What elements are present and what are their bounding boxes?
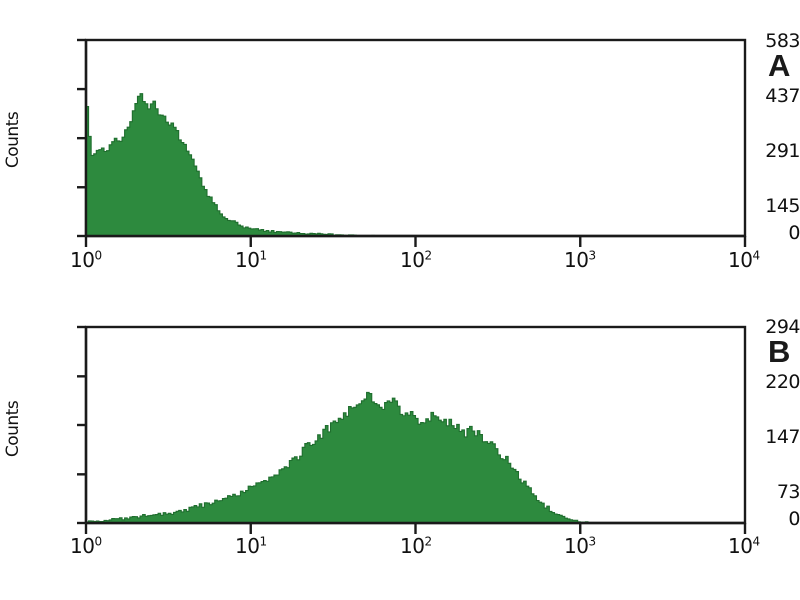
panel-a-y-tick-291: 291: [765, 140, 800, 162]
panel-b-letter: B: [768, 334, 791, 369]
panel-a-x-tick-1e1: 101: [235, 248, 267, 272]
panel-b-x-tick-1e2-mantissa: 10: [400, 534, 425, 558]
panel-a-x-tick-1e3: 103: [564, 248, 596, 272]
panel-b-x-tick-1e2: 102: [400, 534, 432, 558]
panel-b-x-tick-1e0-exponent: 0: [94, 534, 102, 549]
panel-a-y-tick-0: 0: [788, 222, 800, 244]
panel-b-y-tick-73: 73: [776, 481, 800, 503]
panel-b-x-tick-1e3-exponent: 3: [588, 534, 596, 549]
panel-a-x-tick-1e4-exponent: 4: [752, 248, 760, 263]
panel-b-y-tick-147: 147: [765, 426, 800, 448]
histogram-panel-b: Counts 294 220 147 73 0 100 101 102 103 …: [0, 287, 800, 587]
panel-a-plot-area: [77, 38, 747, 247]
panel-a-x-tick-1e1-mantissa: 10: [235, 248, 260, 272]
panel-b-y-tick-0: 0: [788, 508, 800, 530]
panel-a-letter: A: [768, 48, 791, 83]
panel-a-x-tick-1e4: 104: [728, 248, 760, 272]
panel-a-y-tick-145: 145: [765, 195, 800, 217]
panel-a-x-tick-1e0-mantissa: 10: [70, 248, 95, 272]
panel-a-x-tick-1e2: 102: [400, 248, 432, 272]
panel-a-x-tick-1e2-mantissa: 10: [400, 248, 425, 272]
panel-b-x-tick-1e1-mantissa: 10: [235, 534, 260, 558]
panel-b-x-tick-1e2-exponent: 2: [424, 534, 432, 549]
panel-a-histogram-trace: [85, 93, 745, 237]
panel-a-x-tick-1e0: 100: [70, 248, 102, 272]
histogram-panel-a: Counts 583 437 291 145 0 100 101 102 103…: [3, 30, 800, 272]
panel-b-y-tick-220: 220: [765, 371, 800, 393]
panel-a-x-tick-1e1-exponent: 1: [259, 248, 267, 263]
panel-b-x-tick-1e0-mantissa: 10: [70, 534, 95, 558]
panel-b-x-tick-1e4-mantissa: 10: [728, 534, 753, 558]
panel-b-x-tick-1e4: 104: [728, 534, 760, 558]
panel-b-histogram-trace: [85, 391, 745, 524]
panel-a-y-tick-437: 437: [765, 85, 800, 107]
panel-b-x-tick-1e4-exponent: 4: [752, 534, 760, 549]
panel-a-x-tick-1e3-exponent: 3: [588, 248, 596, 263]
panel-a-y-tick-583: 583: [765, 30, 800, 52]
panel-a-x-tick-1e4-mantissa: 10: [728, 248, 753, 272]
panel-a-x-tick-1e3-mantissa: 10: [564, 248, 589, 272]
panel-a-x-tick-1e2-exponent: 2: [424, 248, 432, 263]
panel-b-x-tick-1e1-exponent: 1: [259, 534, 267, 549]
panel-b-x-tick-1e3: 103: [564, 534, 596, 558]
panel-b-x-tick-1e0: 100: [70, 534, 102, 558]
panel-b-x-tick-1e3-mantissa: 10: [564, 534, 589, 558]
panel-b-y-tick-294: 294: [765, 316, 800, 338]
panel-a-x-tick-1e0-exponent: 0: [94, 248, 102, 263]
panel-b-x-tick-1e1: 101: [235, 534, 267, 558]
panel-b-plot-area: [77, 325, 747, 534]
